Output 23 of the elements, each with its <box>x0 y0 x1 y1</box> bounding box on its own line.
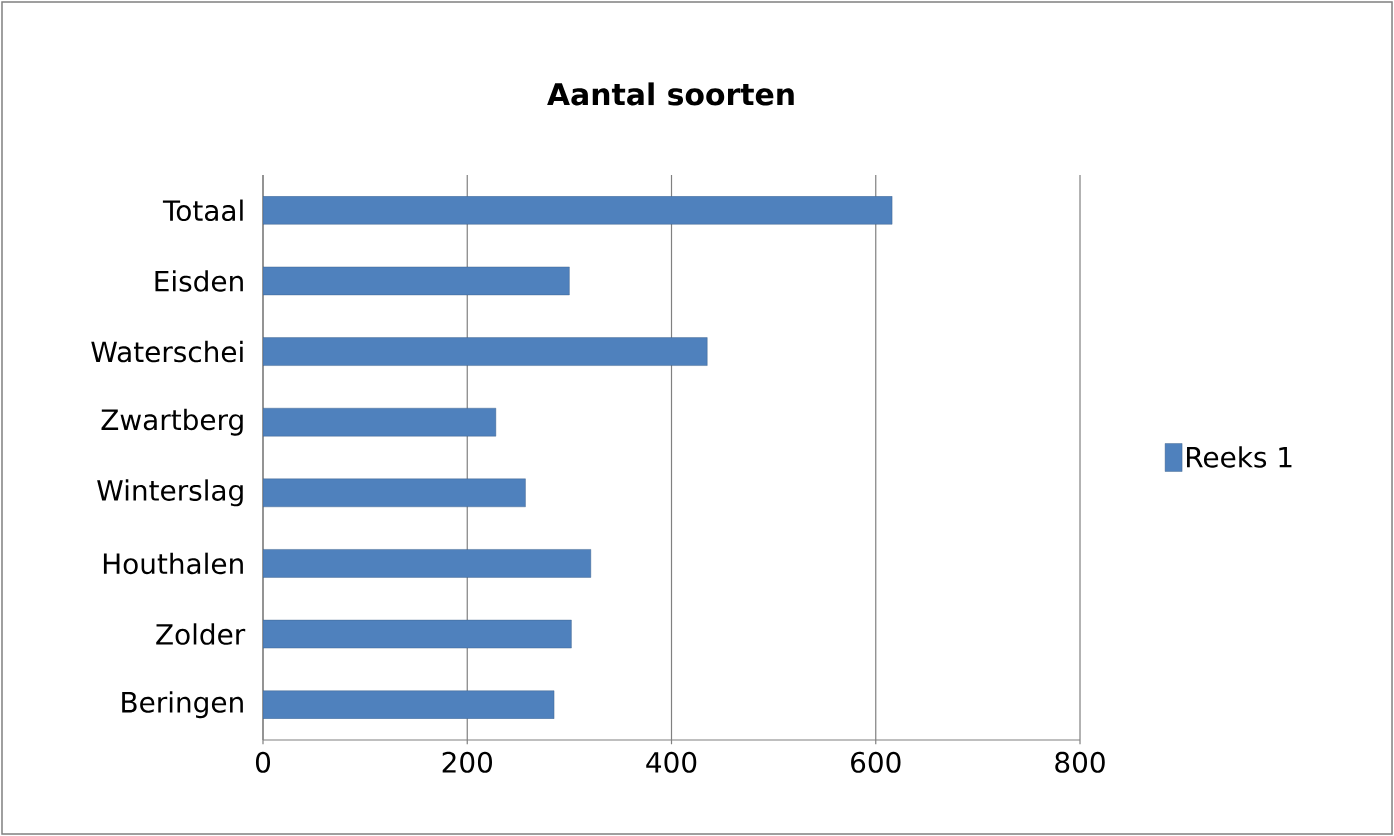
y-tick-label: Waterschei <box>91 340 243 363</box>
y-tick-label: Beringen <box>122 691 243 719</box>
bar <box>263 407 497 437</box>
bar <box>263 690 555 719</box>
bar <box>263 619 572 649</box>
y-tick-label: Totaal <box>162 199 243 222</box>
bar <box>263 337 708 366</box>
x-tick-label: 200 <box>442 751 492 773</box>
x-tick-label: 0 <box>255 751 271 773</box>
bar <box>263 478 526 508</box>
y-tick-label: Zolder <box>156 623 246 645</box>
x-tick-label: 600 <box>851 751 901 773</box>
x-tick-label: 400 <box>646 751 697 773</box>
y-tick-label: Eisden <box>155 270 243 292</box>
bar <box>263 196 893 225</box>
y-tick-label: Zwartberg <box>101 408 243 436</box>
legend-label: Reeks 1 <box>1187 446 1292 468</box>
y-tick-label: Winterslag <box>97 479 243 507</box>
bar <box>263 549 592 578</box>
bar <box>263 266 570 296</box>
chart-title: Aantal soorten <box>547 82 794 106</box>
x-tick-label: 800 <box>1055 751 1105 773</box>
y-tick-label: Houthalen <box>103 552 243 575</box>
